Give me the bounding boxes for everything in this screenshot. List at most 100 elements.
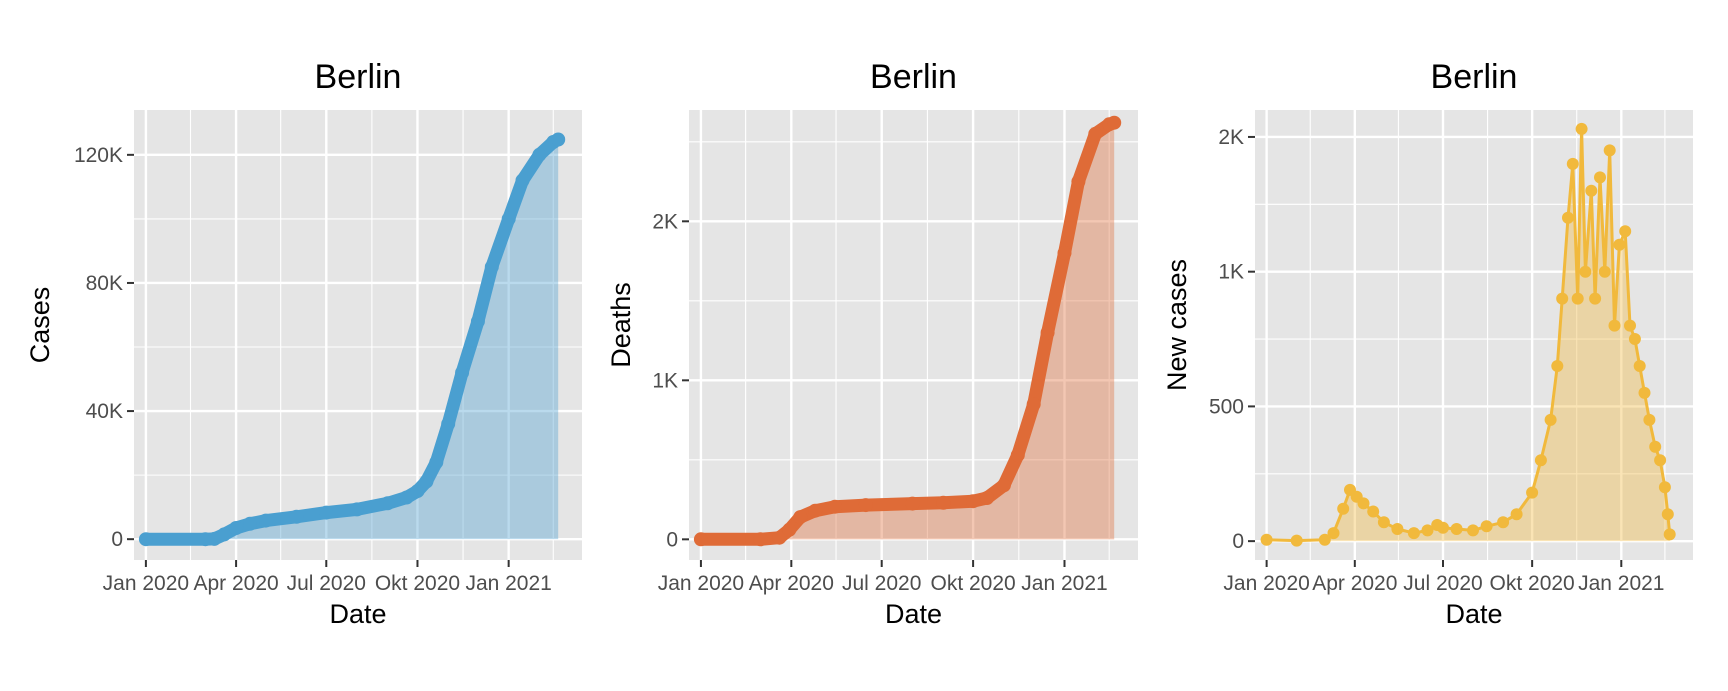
data-point [350, 502, 364, 517]
data-point [1437, 521, 1449, 534]
data-point [1534, 454, 1547, 467]
data-point [1318, 533, 1331, 546]
data-point [1556, 292, 1569, 305]
x-tick-label: Okt 2020 [930, 572, 1015, 595]
y-tick-label: 500 [1209, 395, 1244, 418]
data-point [1571, 292, 1584, 305]
data-point [1526, 486, 1539, 499]
data-point [1107, 115, 1122, 130]
y-tick-label: 0 [111, 528, 123, 551]
data-point [229, 521, 244, 535]
data-point [1450, 523, 1463, 535]
data-point [1010, 448, 1025, 463]
area-fill [145, 139, 559, 540]
data-point [258, 513, 273, 528]
data-point [217, 527, 232, 542]
y-tick-label: 2K [1218, 126, 1244, 149]
data-point [455, 365, 470, 380]
data-point [1566, 157, 1579, 170]
data-point [1480, 520, 1493, 533]
x-tick-label: Jan 2020 [103, 572, 189, 595]
data-point [793, 510, 808, 525]
data-point [1357, 497, 1370, 510]
panel-new-cases: 0 500 1K 2K Jan 2020 Apr 2020 Jul 2020 Okt 2020… [1162, 58, 1693, 629]
data-point [828, 499, 842, 514]
y-tick-label: 40K [86, 400, 123, 423]
data-point [1337, 502, 1350, 515]
data-point [319, 505, 334, 520]
y-tick-label: 0 [1232, 530, 1244, 553]
x-tick-label: Jan 2020 [658, 572, 744, 595]
data-point [1575, 122, 1588, 135]
x-tick-label: Jul 2020 [1403, 572, 1482, 595]
data-point [1562, 211, 1574, 224]
data-point [1624, 319, 1636, 332]
x-tick-label: Jan 2021 [465, 572, 551, 595]
y-tick-label: 120K [74, 144, 123, 167]
x-tick-label: Apr 2020 [1312, 572, 1397, 595]
data-point [1663, 528, 1676, 541]
data-point [380, 496, 395, 511]
data-point [772, 530, 787, 545]
data-point [1367, 505, 1380, 518]
data-point [1638, 386, 1651, 399]
data-point [1603, 144, 1616, 157]
data-point [1391, 523, 1404, 535]
y-tick-label: 1K [1218, 261, 1244, 284]
data-point [1421, 524, 1434, 537]
data-point [1497, 516, 1510, 529]
data-point [1377, 516, 1390, 529]
data-point [289, 509, 304, 524]
data-point [441, 416, 456, 431]
x-tick-label: Jul 2020 [842, 572, 921, 595]
data-point [501, 211, 516, 226]
data-point [782, 522, 797, 537]
data-point [1628, 333, 1641, 345]
panel-deaths: 0 1K 2K Jan 2020 Apr 2020 Jul 2020 Okt 2020 Jan… [606, 58, 1138, 629]
x-tick-label: Okt 2020 [1490, 572, 1575, 595]
data-point [980, 491, 994, 505]
data-point [1598, 265, 1611, 278]
data-point [1654, 454, 1667, 467]
data-point [419, 474, 434, 489]
data-point [1040, 325, 1055, 340]
data-point [429, 455, 444, 470]
data-point [1619, 225, 1632, 238]
data-point [858, 498, 873, 513]
data-point [410, 484, 425, 499]
data-point [470, 314, 485, 329]
x-tick-label: Jan 2020 [1223, 572, 1309, 595]
data-point [484, 259, 499, 274]
data-point [243, 516, 257, 531]
data-point [1467, 524, 1479, 537]
data-point [1643, 413, 1656, 426]
data-point [905, 496, 920, 511]
x-tick-label: Jul 2020 [287, 572, 366, 595]
data-point [1579, 265, 1592, 278]
y-tick-label: 80K [86, 272, 123, 295]
x-tick-label: Jan 2021 [1021, 572, 1107, 595]
data-point [551, 132, 566, 147]
data-point [1071, 174, 1086, 189]
data-point [1585, 184, 1598, 197]
y-axis-title: Cases [25, 287, 55, 364]
data-point [1510, 508, 1523, 521]
x-tick-label: Apr 2020 [749, 572, 834, 595]
y-tick-label: 2K [652, 210, 678, 233]
data-point [515, 173, 530, 188]
data-point [1407, 527, 1420, 540]
panel-title: Berlin [1431, 58, 1518, 96]
data-point [966, 494, 981, 509]
x-axis-title: Date [885, 599, 942, 629]
data-point [693, 532, 708, 547]
data-point [1658, 481, 1671, 494]
plot-background [134, 110, 582, 560]
data-point [1260, 533, 1273, 546]
data-point [1661, 508, 1674, 521]
y-axis-title: New cases [1162, 259, 1192, 391]
data-point [1026, 397, 1041, 412]
y-tick-label: 0 [666, 528, 678, 551]
x-axis-title: Date [1445, 599, 1502, 629]
data-point [399, 490, 414, 505]
